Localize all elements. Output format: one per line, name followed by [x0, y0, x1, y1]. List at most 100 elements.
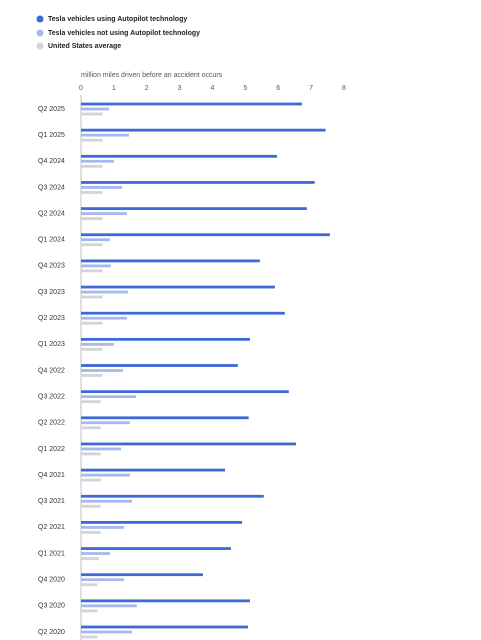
- bar: [81, 138, 103, 142]
- y-tick-label: Q4 2023: [38, 263, 65, 270]
- bar: [81, 112, 103, 116]
- x-tick-label: 6: [276, 85, 280, 92]
- x-tick-label: 3: [178, 85, 182, 92]
- legend-swatch: [36, 15, 44, 23]
- bar: [81, 295, 103, 299]
- x-tick-label: 8: [342, 85, 346, 92]
- legend-label: United States average: [48, 43, 121, 50]
- bar: [81, 321, 103, 325]
- bar: [81, 186, 123, 189]
- y-tick-label: Q2 2023: [38, 315, 65, 322]
- y-tick-label: Q3 2020: [38, 603, 65, 610]
- bar: [81, 526, 125, 529]
- y-tick-label: Q1 2024: [38, 237, 65, 244]
- bar: [81, 347, 103, 351]
- y-tick-label: Q3 2021: [38, 498, 65, 505]
- bar: [81, 181, 315, 184]
- legend-swatch: [36, 42, 44, 50]
- y-tick-label: Q4 2021: [38, 472, 65, 479]
- bar: [81, 364, 238, 367]
- bar: [81, 164, 103, 168]
- y-tick-label: Q2 2025: [38, 106, 65, 113]
- bar: [81, 217, 103, 220]
- bar: [81, 625, 249, 629]
- bar: [81, 259, 260, 263]
- bar: [81, 609, 98, 613]
- bar: [81, 599, 250, 603]
- bar: [81, 269, 103, 273]
- bar: [81, 426, 101, 430]
- bar: [81, 191, 103, 194]
- x-tick-label: 4: [211, 85, 215, 92]
- bar: [81, 395, 136, 399]
- bar: [81, 316, 128, 320]
- bar: [81, 107, 109, 111]
- bar: [81, 547, 231, 550]
- bar: [81, 521, 243, 524]
- y-tick-label: Q2 2021: [38, 524, 65, 531]
- bar: [81, 442, 297, 446]
- bar: [81, 416, 249, 420]
- bar: [81, 337, 250, 341]
- bar: [81, 154, 277, 158]
- x-tick-label: 5: [243, 85, 247, 92]
- bar: [81, 311, 285, 315]
- bar: [81, 468, 225, 472]
- bar: [81, 374, 103, 377]
- legend-label: Tesla vehicles not using Autopilot techn…: [48, 30, 200, 37]
- bar: [81, 264, 111, 268]
- bar: [81, 578, 125, 582]
- bar: [81, 604, 137, 608]
- y-tick-label: Q4 2022: [38, 367, 65, 374]
- y-tick-label: Q2 2020: [38, 629, 65, 636]
- bar: [81, 583, 98, 587]
- x-tick-label: 0: [79, 85, 83, 92]
- bar: [81, 369, 124, 372]
- bar: [81, 552, 110, 555]
- y-tick-label: Q2 2022: [38, 420, 65, 427]
- bar: [81, 290, 129, 294]
- bar: [81, 212, 128, 215]
- y-tick-label: Q4 2020: [38, 577, 65, 584]
- bar: [81, 102, 302, 106]
- bar: [81, 478, 101, 482]
- bar: [81, 630, 132, 634]
- bar: [81, 342, 114, 346]
- bar: [81, 285, 275, 289]
- legend-swatch: [36, 29, 44, 37]
- x-tick-label: 1: [112, 85, 116, 92]
- y-tick-label: Q1 2025: [38, 132, 65, 139]
- bar: [81, 238, 110, 242]
- y-tick-label: Q4 2024: [38, 158, 65, 165]
- bar: [81, 233, 330, 237]
- bar: [81, 557, 100, 560]
- bar: [81, 499, 132, 503]
- y-tick-label: Q1 2023: [38, 341, 65, 348]
- bar: [81, 421, 130, 425]
- y-tick-label: Q3 2024: [38, 184, 65, 191]
- bar: [81, 447, 122, 451]
- x-tick-label: 2: [145, 85, 149, 92]
- bar: [81, 531, 101, 534]
- bar: [81, 400, 101, 404]
- bar: [81, 494, 264, 498]
- bar: [81, 504, 101, 508]
- x-axis-label: million miles driven before an accident …: [81, 72, 223, 79]
- bar: [81, 243, 103, 247]
- y-tick-label: Q2 2024: [38, 210, 65, 217]
- bar: [81, 452, 101, 456]
- bar: [81, 573, 203, 577]
- bar: [81, 390, 289, 394]
- bar: [81, 133, 129, 137]
- y-tick-label: Q1 2022: [38, 446, 65, 453]
- y-tick-label: Q3 2023: [38, 289, 65, 296]
- bar: [81, 128, 326, 132]
- bar: [81, 473, 130, 477]
- bar: [81, 159, 114, 163]
- bar: [81, 207, 307, 210]
- bar: [81, 635, 98, 639]
- y-tick-label: Q1 2021: [38, 550, 65, 557]
- legend-label: Tesla vehicles using Autopilot technolog…: [48, 16, 187, 23]
- x-tick-label: 7: [309, 85, 313, 92]
